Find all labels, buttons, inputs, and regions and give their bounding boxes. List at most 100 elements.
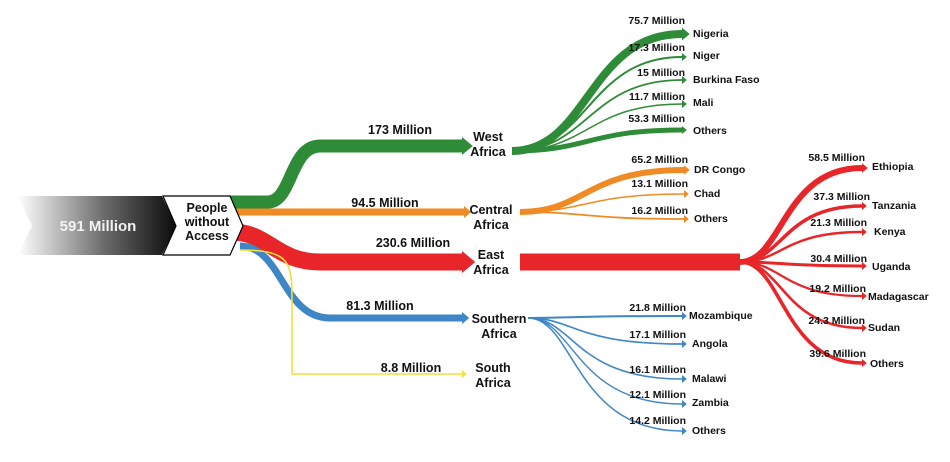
arrow-east-sudan	[862, 324, 867, 332]
west-name-mali: Mali	[693, 97, 714, 109]
flow-central-chad	[519, 193, 685, 213]
arrow-west-burkina	[682, 76, 687, 84]
arrow-southern	[462, 312, 470, 324]
arrow-southern-others	[682, 427, 687, 435]
arrow-central	[464, 206, 472, 218]
west-name-burkina: Burkina Faso	[693, 74, 760, 86]
arrow-central-others	[684, 215, 689, 223]
region-name-east-2: Africa	[473, 263, 509, 277]
arrow-west-niger	[682, 53, 687, 61]
east-value-madagascar: 19.2 Million	[809, 283, 866, 295]
arrow-east-madagascar	[862, 292, 867, 300]
southern-value-zambia: 12.1 Million	[629, 389, 686, 401]
region-values: 173 Million 94.5 Million 230.6 Million 8…	[346, 123, 450, 375]
region-name-southern-2: Africa	[481, 327, 517, 341]
arrow-southern-angola	[682, 340, 687, 348]
southern-value-mozambique: 21.8 Million	[629, 302, 686, 314]
east-countries: 58.5 Million Ethiopia 37.3 Million Tanza…	[808, 152, 928, 370]
flow-west	[226, 139, 462, 209]
east-value-others: 39.6 Million	[809, 348, 866, 360]
region-value-south: 8.8 Million	[381, 361, 441, 375]
east-value-kenya: 21.3 Million	[810, 217, 867, 229]
region-name-central-1: Central	[469, 203, 512, 217]
hub-label-line2: without	[184, 215, 230, 229]
region-value-southern: 81.3 Million	[346, 299, 413, 313]
southern-name-mozambique: Mozambique	[689, 310, 753, 322]
southern-countries: 21.8 Million Mozambique 17.1 Million Ang…	[629, 302, 752, 437]
source-arrow	[18, 196, 176, 255]
east-value-uganda: 30.4 Million	[810, 253, 867, 265]
flow-layer	[226, 27, 868, 435]
arrow-east-kenya	[862, 228, 867, 236]
central-name-others: Others	[694, 213, 728, 225]
region-value-central: 94.5 Million	[351, 196, 418, 210]
hub-label-line3: Access	[185, 229, 229, 243]
flow-west-niger	[511, 56, 683, 152]
flow-southern-others	[527, 317, 683, 432]
arrow-southern-malawi	[682, 375, 687, 383]
region-name-west-2: Africa	[470, 145, 506, 159]
east-name-uganda: Uganda	[872, 261, 911, 273]
flow-east-ethiopia	[739, 165, 863, 265]
flow-west-others	[511, 127, 683, 154]
region-names: West Africa Central Africa East Africa S…	[469, 130, 526, 390]
southern-name-zambia: Zambia	[692, 397, 729, 409]
arrow-west-nigeria	[682, 27, 690, 41]
region-value-east: 230.6 Million	[376, 236, 450, 250]
west-name-others: Others	[693, 125, 727, 137]
west-value-burkina: 15 Million	[637, 67, 685, 79]
central-name-drc: DR Congo	[694, 164, 745, 176]
arrow-west-mali	[682, 100, 687, 108]
southern-value-malawi: 16.1 Million	[629, 364, 686, 376]
region-name-south-1: South	[475, 361, 510, 375]
hub-box	[162, 195, 244, 256]
arrow-central-chad	[684, 190, 689, 198]
region-name-central-2: Africa	[473, 218, 509, 232]
east-name-ethiopia: Ethiopia	[872, 161, 914, 173]
west-name-nigeria: Nigeria	[693, 28, 729, 40]
southern-name-others: Others	[692, 425, 726, 437]
flow-west-nigeria	[511, 30, 683, 155]
west-value-mali: 11.7 Million	[629, 91, 685, 103]
flow-southern-mozambique	[527, 315, 683, 319]
east-name-kenya: Kenya	[874, 226, 906, 238]
flow-southern-malawi	[527, 317, 683, 380]
east-name-others: Others	[870, 358, 904, 370]
arrow-southern-zambia	[682, 400, 687, 408]
east-value-sudan: 24.3 Million	[808, 315, 865, 327]
flow-central-others	[519, 211, 685, 220]
flow-southern	[239, 242, 462, 322]
east-value-tanzania: 37.3 Million	[813, 191, 870, 203]
southern-name-angola: Angola	[692, 338, 728, 350]
central-value-drc: 65.2 Million	[631, 154, 688, 166]
region-name-east-1: East	[478, 248, 505, 262]
central-name-chad: Chad	[694, 188, 720, 200]
east-name-sudan: Sudan	[868, 322, 900, 334]
arrow-east	[462, 251, 476, 273]
central-countries: 65.2 Million DR Congo 13.1 Million Chad …	[631, 154, 745, 225]
southern-value-others: 14.2 Million	[629, 415, 686, 427]
arrow-west	[462, 137, 473, 155]
east-name-madagascar: Madagascar	[868, 291, 929, 303]
region-name-west-1: West	[473, 130, 503, 144]
hub-label-line1: People	[187, 201, 228, 215]
region-name-south-2: Africa	[475, 376, 511, 390]
flow-east	[231, 223, 462, 271]
flow-southern-zambia	[527, 317, 683, 405]
flow-southern-angola	[527, 317, 683, 345]
arrow-south	[462, 370, 467, 378]
west-name-niger: Niger	[693, 50, 720, 62]
west-value-others: 53.3 Million	[628, 113, 685, 125]
arrow-central-drc	[684, 165, 690, 175]
flow-central-drc	[519, 167, 685, 215]
arrow-west-others	[682, 126, 687, 134]
central-value-others: 16.2 Million	[631, 205, 688, 217]
arrow-east-ethiopia	[862, 163, 868, 173]
east-name-tanzania: Tanzania	[872, 200, 916, 212]
arrow-east-others	[862, 359, 867, 367]
central-value-chad: 13.1 Million	[631, 178, 688, 190]
flow-east-others	[739, 260, 863, 365]
arrow-southern-mozambique	[682, 312, 687, 320]
